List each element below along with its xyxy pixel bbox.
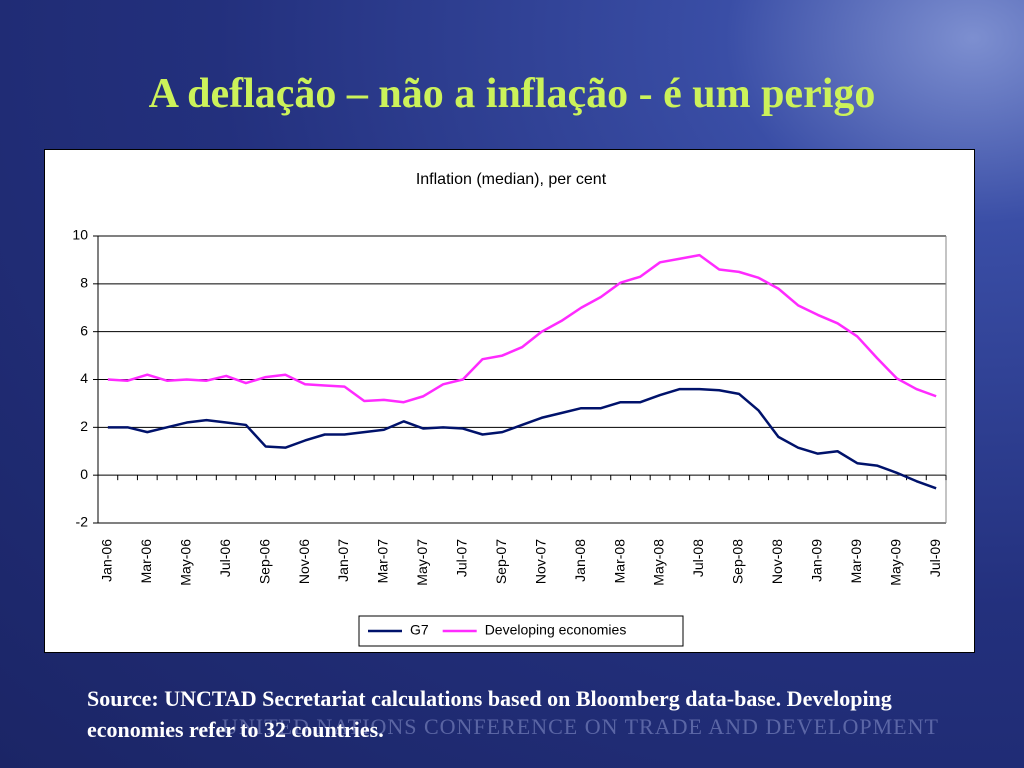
x-tick-label: Jan-07: [335, 539, 351, 582]
x-tick-label: Jul-09: [927, 539, 943, 577]
y-tick-label: 8: [80, 275, 88, 291]
x-tick-label: Mar-09: [848, 539, 864, 584]
x-tick-label: Jul-06: [217, 539, 233, 577]
x-tick-label: May-08: [651, 539, 667, 586]
x-tick-label: Jan-09: [809, 539, 825, 582]
x-tick-label: May-06: [177, 539, 193, 586]
x-tick-label: Sep-08: [730, 539, 746, 584]
legend-label: G7: [410, 622, 429, 638]
series-line: [107, 387, 937, 490]
y-tick-label: 2: [80, 418, 88, 434]
x-tick-label: Mar-08: [611, 539, 627, 584]
chart: Inflation (median), per cent -2 0 2 4 6 8 10 Ja…: [44, 149, 975, 653]
footer: UNITED NATIONS CONFERENCE ON TRADE AND D…: [222, 714, 939, 739]
x-tick-label: Nov-07: [532, 539, 548, 584]
legend-label: Developing economies: [485, 622, 627, 638]
y-tick-label: 4: [80, 370, 88, 386]
x-tick-label: Mar-07: [375, 539, 391, 584]
y-tick-label: 0: [80, 466, 88, 482]
x-tick-label: Mar-06: [138, 539, 154, 584]
y-tick-label: 10: [72, 227, 88, 243]
x-tick-label: Nov-08: [769, 539, 785, 584]
x-tick-label: Sep-06: [256, 539, 272, 584]
x-tick-label: May-09: [887, 539, 903, 586]
slide-title: A deflação – não a inflação - é um perig…: [148, 71, 876, 117]
y-tick-label: 6: [80, 322, 88, 338]
y-tick-label: -2: [76, 514, 89, 530]
x-tick-label: Jan-08: [572, 539, 588, 582]
x-tick-label: Nov-06: [296, 539, 312, 584]
legend-box: [358, 615, 684, 647]
series-line: [107, 253, 937, 404]
source-note: Source: UNCTAD Secretariat calculations …: [87, 686, 892, 742]
x-tick-label: Sep-07: [493, 539, 509, 584]
chart-title: Inflation (median), per cent: [416, 171, 607, 188]
x-tick-label: May-07: [414, 539, 430, 586]
x-tick-label: Jul-08: [690, 539, 706, 577]
x-tick-label: Jul-07: [454, 539, 470, 577]
x-tick-label: Jan-06: [99, 539, 115, 582]
